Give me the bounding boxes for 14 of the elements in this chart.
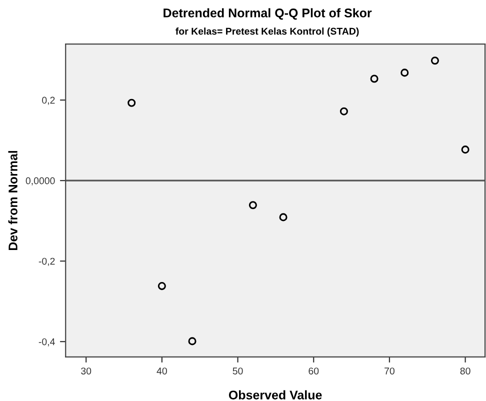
chart-subtitle: for Kelas= Pretest Kelas Kontrol (STAD) <box>176 28 359 37</box>
y-tick-label: 0,0000 <box>26 177 55 186</box>
y-axis-title: Dev from Normal <box>8 151 18 250</box>
y-tick-label: -0,4 <box>38 338 55 346</box>
x-axis-title: Observed Value <box>228 390 322 400</box>
x-tick-label: 70 <box>384 368 394 374</box>
x-tick-label: 50 <box>232 368 243 374</box>
x-tick-label: 30 <box>81 368 92 374</box>
x-tick-label: 80 <box>460 368 470 374</box>
y-tick-label: 0,2 <box>42 96 55 105</box>
x-tick-label: 60 <box>308 368 319 374</box>
x-tick-label: 40 <box>156 368 167 374</box>
chart-title: Detrended Normal Q-Q Plot of Skor <box>164 8 372 20</box>
y-tick-label: -0,2 <box>38 258 55 266</box>
